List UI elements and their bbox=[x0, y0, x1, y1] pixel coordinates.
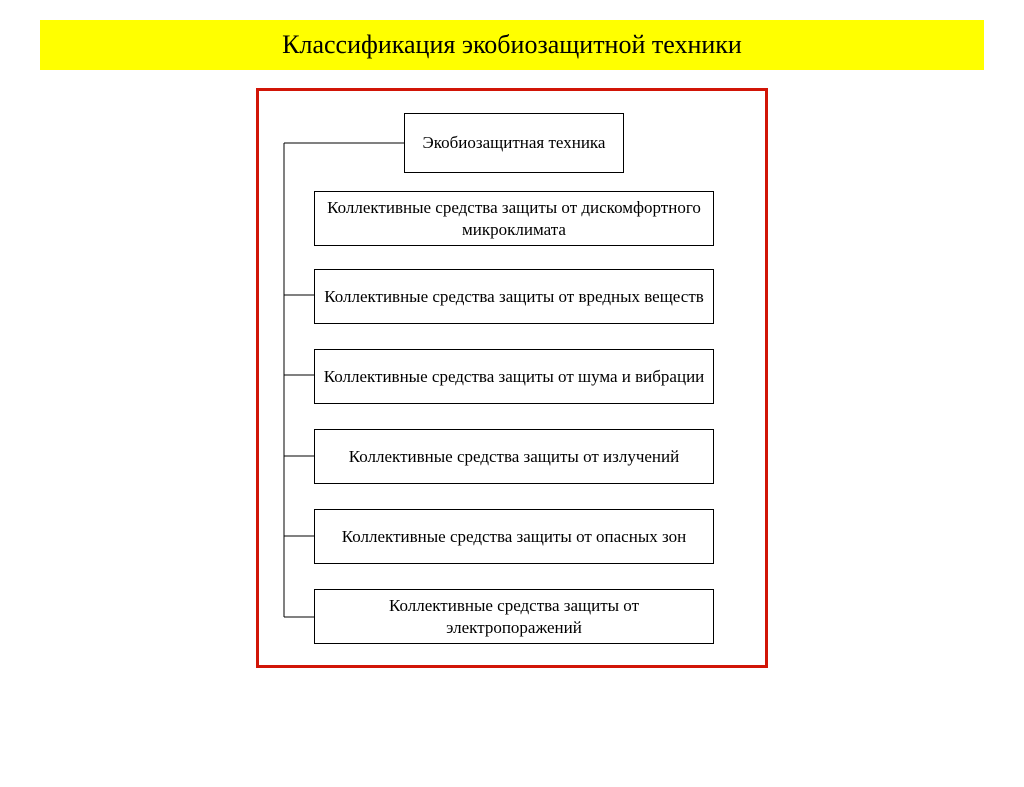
child-node-4: Коллективные средства защиты от излучени… bbox=[314, 429, 714, 484]
child-node-3: Коллективные средства защиты от шума и в… bbox=[314, 349, 714, 404]
child-node-2: Коллективные средства защиты от вредных … bbox=[314, 269, 714, 324]
root-node: Экобиозащитная техника bbox=[404, 113, 624, 173]
diagram-frame: Экобиозащитная техника Коллективные сред… bbox=[256, 88, 768, 668]
page-title: Классификация экобиозащитной техники bbox=[40, 20, 984, 70]
child-node-6: Коллективные средства защиты от электроп… bbox=[314, 589, 714, 644]
child-node-5: Коллективные средства защиты от опасных … bbox=[314, 509, 714, 564]
child-node-1: Коллективные средства защиты от дискомфо… bbox=[314, 191, 714, 246]
